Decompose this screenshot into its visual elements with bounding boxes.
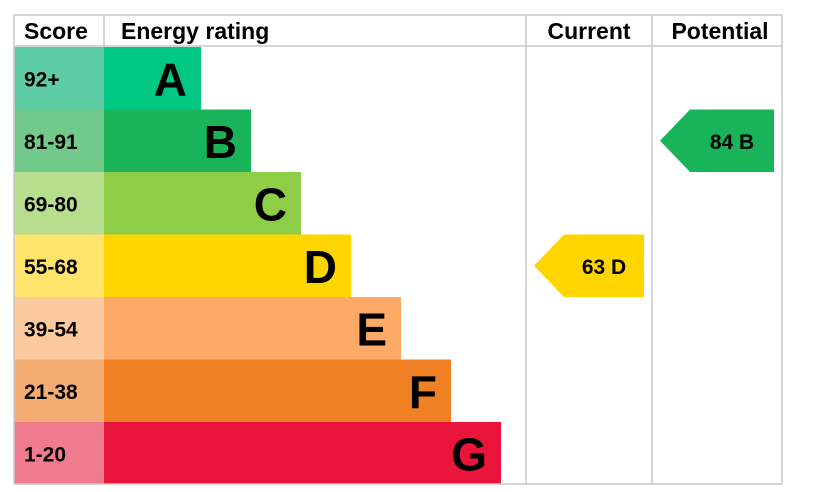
header-potential: Potential	[671, 18, 768, 44]
header-energy-rating: Energy rating	[121, 18, 269, 44]
score-cell-b	[14, 109, 104, 172]
potential-rating-label: 84 B	[710, 131, 754, 154]
rating-letter-f: F	[409, 366, 437, 418]
rating-letter-d: D	[304, 241, 337, 293]
rating-bar-b	[104, 109, 251, 172]
rating-bar-a	[104, 47, 201, 110]
score-cell-a	[14, 47, 104, 110]
score-cell-g	[14, 422, 104, 485]
current-rating-arrow	[534, 234, 644, 297]
score-label-c: 69-80	[24, 193, 78, 216]
rating-bar-c	[104, 172, 301, 235]
score-label-e: 39-54	[24, 318, 78, 341]
score-label-b: 81-91	[24, 131, 78, 154]
score-cell-e	[14, 297, 104, 360]
rating-bar-g	[104, 422, 501, 485]
score-label-f: 21-38	[24, 381, 78, 404]
rating-letter-g: G	[451, 428, 487, 480]
chart-grid	[13, 14, 783, 485]
score-label-g: 1-20	[24, 443, 66, 466]
rating-bar-f	[104, 359, 451, 422]
rating-bar-e	[104, 297, 401, 360]
potential-rating-arrow	[660, 109, 774, 172]
current-rating-label: 63 D	[582, 256, 626, 279]
rating-bands: 92+ A 81-91 B 69-80 C 55-68 D 39-54 E 21-38 F 1-20 G	[14, 47, 501, 485]
rating-letter-c: C	[254, 178, 287, 230]
score-label-d: 55-68	[24, 256, 78, 279]
header-current: Current	[547, 18, 630, 44]
header-score: Score	[24, 18, 88, 44]
score-label-a: 92+	[24, 68, 60, 91]
score-cell-c	[14, 172, 104, 235]
rating-bar-d	[104, 234, 351, 297]
rating-tags: 63 D 84 B	[534, 109, 774, 297]
score-cell-f	[14, 359, 104, 422]
rating-letter-e: E	[356, 303, 387, 355]
rating-letter-b: B	[204, 116, 237, 168]
rating-letter-a: A	[154, 53, 187, 105]
score-cell-d	[14, 234, 104, 297]
